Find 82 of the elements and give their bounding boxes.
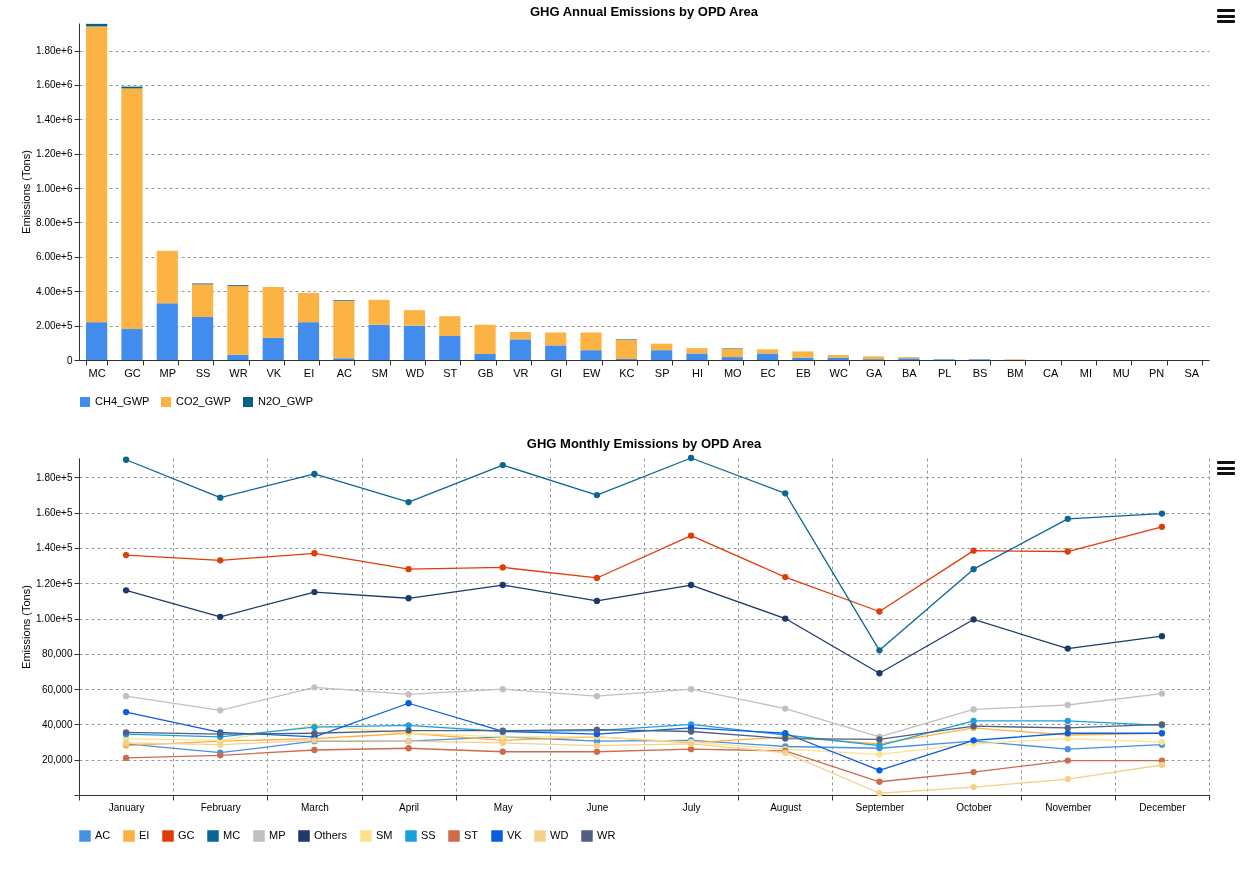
legend-label: MC (223, 829, 241, 841)
x-tick-label: EI (303, 366, 315, 379)
x-tick-label: MP (159, 366, 177, 379)
chart-title: GHG Monthly Emissions by OPD Area (526, 435, 762, 451)
legend-label: CO2_GWP (176, 395, 232, 407)
x-tick-label: SP (654, 366, 670, 379)
x-tick-label: WR (229, 366, 248, 379)
x-tick-label: EC (760, 366, 776, 379)
y-tick-label: 40,000 (41, 718, 73, 730)
x-tick-label: PN (1148, 366, 1165, 379)
x-tick-label: September (855, 801, 906, 813)
y-tick-label: 1.00e+5 (36, 613, 73, 625)
x-tick-label: MC (88, 366, 106, 379)
x-tick-label: March (301, 801, 329, 813)
legend-label: GC (178, 829, 195, 841)
x-tick-label: BS (972, 366, 988, 379)
x-tick-label: AC (336, 366, 353, 379)
x-tick-label: MU (1112, 366, 1130, 379)
y-tick-label: 1.20e+6 (36, 148, 73, 160)
x-tick-label: July (682, 801, 701, 813)
y-tick-label: 1.20e+5 (36, 577, 73, 589)
x-tick-label: February (200, 801, 241, 813)
y-tick-label: 1.80e+5 (36, 471, 73, 483)
x-tick-label: SS (195, 366, 211, 379)
x-tick-label: SA (1184, 366, 1200, 379)
legend-label: N2O_GWP (258, 395, 314, 407)
x-tick-label: GI (550, 366, 563, 379)
y-tick-label: 6.00e+5 (36, 251, 73, 263)
y-tick-label: 0 (66, 354, 73, 366)
x-tick-label: BM (1007, 366, 1024, 379)
legend-label: AC (95, 829, 111, 841)
x-tick-label: June (586, 801, 609, 813)
x-tick-label: August (770, 801, 802, 813)
x-tick-label: December (1139, 801, 1187, 813)
y-axis-title: Emissions (Tons) (20, 150, 33, 234)
x-tick-label: EB (796, 366, 811, 379)
legend-label: SM (376, 829, 393, 841)
x-tick-label: MO (723, 366, 743, 379)
x-tick-label: MI (1079, 366, 1093, 379)
legend-label: Others (314, 829, 348, 841)
y-tick-label: 1.00e+6 (36, 182, 73, 194)
y-tick-label: 80,000 (41, 648, 73, 660)
x-tick-label: GA (866, 366, 883, 379)
x-tick-label: PL (937, 366, 952, 379)
legend-label: CH4_GWP (95, 395, 150, 407)
legend-label: ST (464, 829, 479, 841)
x-tick-label: January (108, 801, 145, 813)
y-tick-label: 1.80e+6 (36, 45, 73, 57)
x-tick-label: KC (619, 366, 635, 379)
legend-label: EI (139, 829, 150, 841)
y-tick-label: 8.00e+5 (36, 216, 73, 228)
y-tick-label: 20,000 (41, 754, 73, 766)
x-tick-label: BA (902, 366, 918, 379)
x-tick-label: November (1045, 801, 1092, 813)
y-tick-label: 1.40e+6 (36, 113, 73, 125)
legend-label: WR (597, 829, 616, 841)
y-tick-label: 1.40e+5 (36, 542, 73, 554)
y-tick-label: 60,000 (41, 683, 73, 695)
legend-label: SS (421, 829, 436, 841)
y-tick-label: 4.00e+5 (36, 285, 73, 297)
x-tick-label: VK (266, 366, 282, 379)
x-tick-label: GC (124, 366, 141, 379)
x-tick-label: WD (405, 366, 425, 379)
legend-label: VK (507, 829, 523, 841)
x-tick-label: WC (829, 366, 848, 379)
y-tick-label: 1.60e+6 (36, 79, 73, 91)
chart-title: GHG Annual Emissions by OPD Area (529, 4, 759, 19)
x-tick-label: April (399, 801, 420, 813)
y-tick-label: 1.60e+5 (36, 507, 73, 519)
legend-label: MP (269, 829, 286, 841)
y-tick-label: 2.00e+5 (36, 320, 73, 332)
x-tick-label: CA (1042, 366, 1059, 379)
x-tick-label: October (956, 801, 993, 813)
x-tick-label: May (493, 801, 513, 813)
x-tick-label: VR (513, 366, 529, 379)
x-tick-label: ST (443, 366, 458, 379)
y-axis-title: Emissions (Tons) (20, 585, 33, 669)
x-tick-label: EW (582, 366, 601, 379)
legend-label: WD (550, 829, 569, 841)
x-tick-label: SM (371, 366, 388, 379)
x-tick-label: GB (477, 366, 494, 379)
x-tick-label: HI (691, 366, 703, 379)
